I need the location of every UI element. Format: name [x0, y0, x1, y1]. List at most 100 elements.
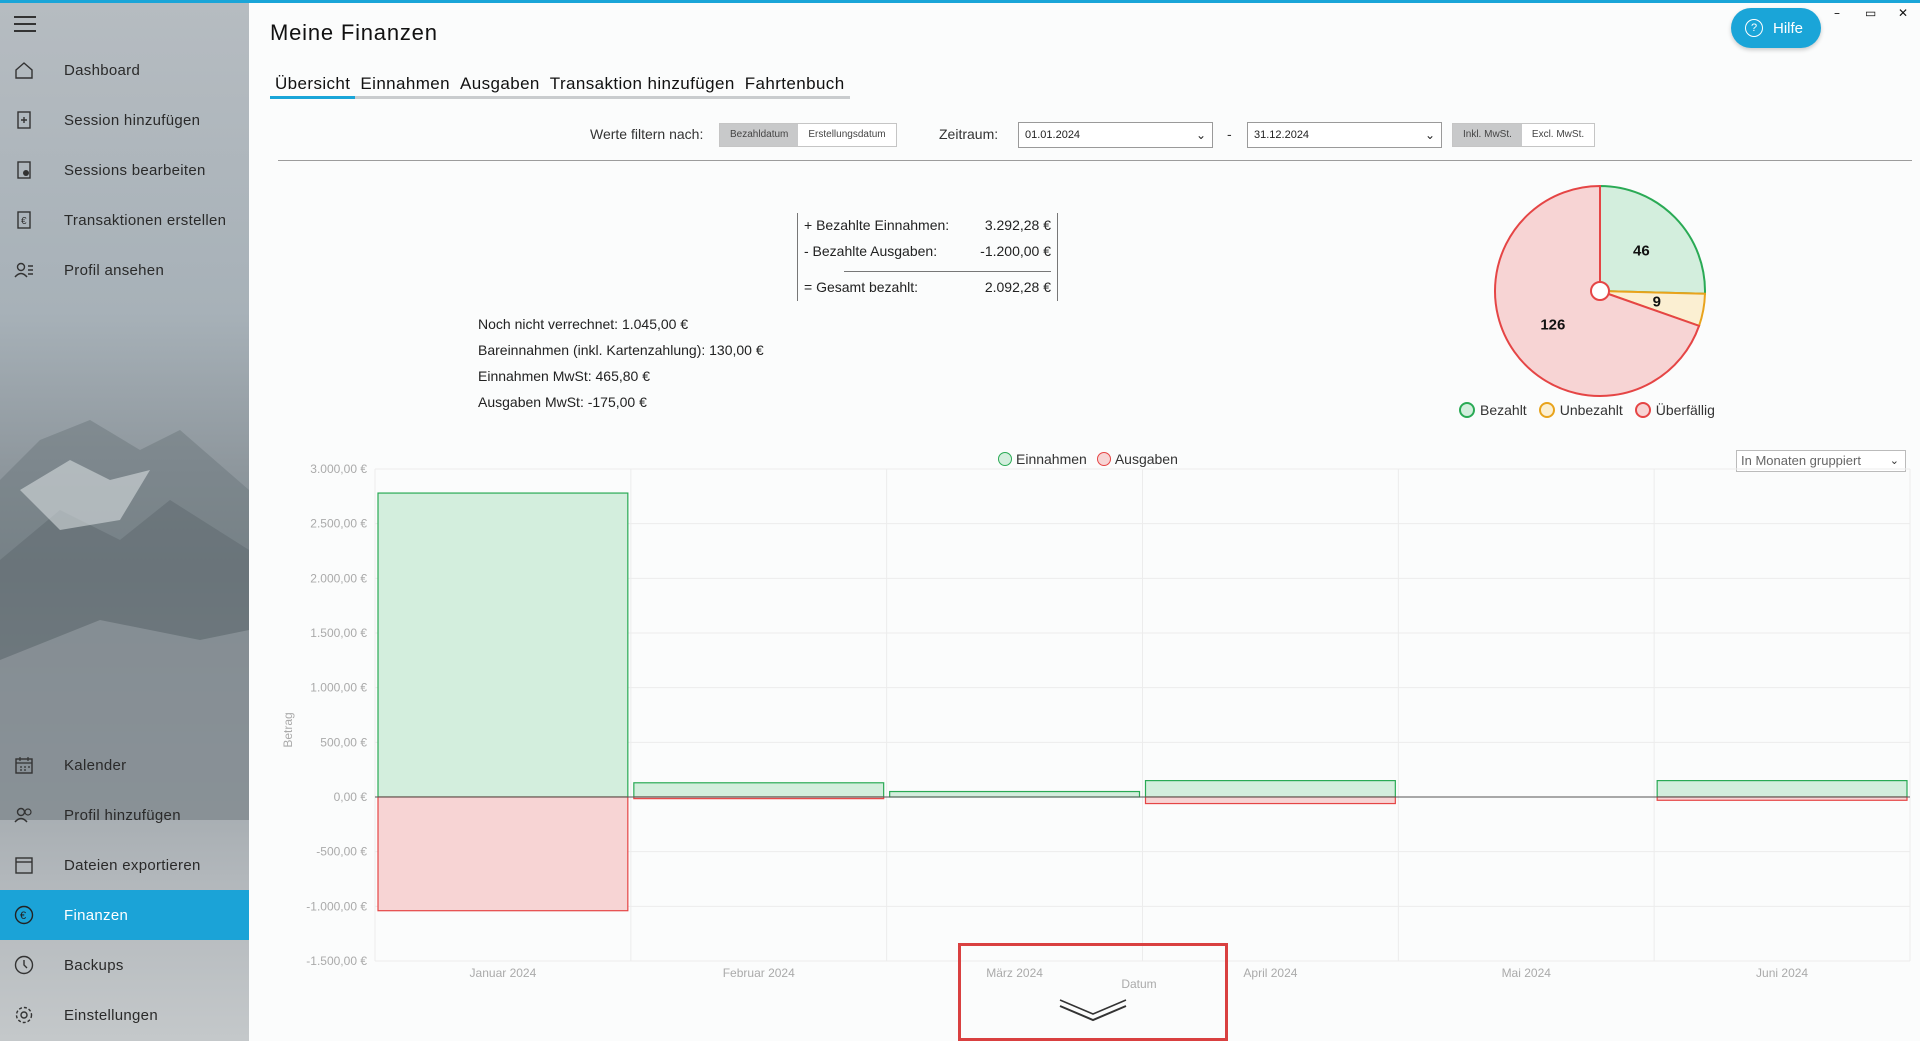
legend-item-overdue[interactable]: Überfällig	[1634, 402, 1715, 418]
y-tick-label: 2.000,00 €	[310, 571, 367, 585]
expense-bar	[377, 796, 629, 912]
svg-text:€: €	[20, 910, 26, 922]
sidebar-item-profil-ansehen[interactable]: Profil ansehen	[0, 245, 249, 295]
x-tick-label: Mai 2024	[1502, 966, 1552, 980]
pie-data-label: 9	[1653, 293, 1661, 310]
pie-data-label: 46	[1633, 243, 1650, 260]
tab-bar: Übersicht Einnahmen Ausgaben Transaktion…	[270, 74, 850, 99]
sidebar-item-label: Dateien exportieren	[64, 856, 201, 874]
date-from-value: 01.01.2024	[1025, 129, 1081, 141]
sidebar-item-dashboard[interactable]: Dashboard	[0, 45, 249, 95]
legend-dot-paid	[1459, 402, 1475, 418]
sidebar: Dashboard Session hinzufügen Sessions bear…	[0, 0, 249, 1041]
filter-option-erstellungsdatum[interactable]: Erstellungsdatum	[808, 129, 886, 140]
income-bar	[1144, 780, 1396, 798]
summary-total-label: = Gesamt bezahlt:	[804, 279, 919, 295]
tax-option-excl[interactable]: Excl. MwSt.	[1531, 129, 1585, 140]
date-from-select[interactable]: 01.01.2024 ⌄	[1018, 122, 1213, 148]
y-tick-label: -1.000,00 €	[306, 899, 367, 913]
date-to-select[interactable]: 31.12.2024 ⌄	[1247, 122, 1442, 148]
sidebar-item-sessions-bearbeiten[interactable]: Sessions bearbeiten	[0, 145, 249, 195]
user-add-icon	[13, 804, 35, 826]
summary-total-value: 2.092,28 €	[984, 279, 1051, 295]
legend-label-overdue: Überfällig	[1655, 402, 1715, 418]
sidebar-item-label: Session hinzufügen	[64, 111, 201, 129]
summary-divider	[844, 271, 1051, 272]
restore-button[interactable]: ▭	[1865, 6, 1877, 20]
gear-icon	[13, 1004, 35, 1026]
tab-fahrtenbuch[interactable]: Fahrtenbuch	[744, 74, 845, 93]
x-tick-label: März 2024	[986, 966, 1043, 980]
y-axis-title: Betrag	[281, 712, 295, 747]
x-tick-label: Juni 2024	[1756, 966, 1808, 980]
sidebar-item-session-hinzufügen[interactable]: Session hinzufügen	[0, 95, 249, 145]
legend-label-einnahmen: Einnahmen	[1016, 451, 1087, 467]
summary-income-row: + Bezahlte Einnahmen: 3.292,28 €	[804, 217, 1051, 233]
sidebar-item-label: Kalender	[64, 756, 127, 774]
legend-item-ausgaben[interactable]: Ausgaben	[1096, 451, 1178, 467]
expense-bar	[1144, 796, 1396, 805]
sidebar-item-label: Backups	[64, 956, 124, 974]
help-button[interactable]: ? Hilfe	[1731, 8, 1821, 48]
x-tick-label: Januar 2024	[470, 966, 537, 980]
calendar-icon	[13, 754, 35, 776]
help-icon: ?	[1745, 19, 1763, 37]
legend-dot-unpaid	[1538, 402, 1555, 418]
sidebar-item-einstellungen[interactable]: Einstellungen	[0, 990, 249, 1040]
legend-item-einnahmen[interactable]: Einnahmen	[998, 451, 1087, 467]
grouping-select[interactable]: In Monaten gruppiert ⌄	[1736, 450, 1906, 472]
home-icon	[13, 59, 35, 81]
chevron-down-icon: ⌄	[1889, 455, 1899, 467]
legend-dot-ausgaben	[1096, 452, 1111, 466]
tab-transaktion-hinzufuegen[interactable]: Transaktion hinzufügen	[549, 74, 735, 93]
sidebar-item-label: Einstellungen	[64, 1006, 158, 1024]
chevron-down-icon: ⌄	[1195, 128, 1206, 142]
y-tick-label: 2.500,00 €	[310, 517, 367, 531]
tax-option-inkl[interactable]: Inkl. MwSt.	[1453, 124, 1522, 146]
sidebar-item-profil-hinzufügen[interactable]: Profil hinzufügen	[0, 790, 249, 840]
sidebar-item-label: Sessions bearbeiten	[64, 161, 206, 179]
help-button-label: Hilfe	[1773, 19, 1804, 37]
bar-legend: Einnahmen Ausgaben	[998, 451, 1178, 467]
y-tick-label: -1.500,00 €	[306, 954, 367, 968]
minimize-button[interactable]: –	[1834, 6, 1840, 20]
y-tick-label: 3.000,00 €	[310, 462, 367, 476]
document-add-icon	[13, 109, 35, 131]
sidebar-background-image	[0, 420, 249, 820]
tab-ausgaben[interactable]: Ausgaben	[460, 74, 540, 93]
sidebar-item-finanzen[interactable]: € Finanzen	[0, 890, 249, 940]
tax-toggle: Inkl. MwSt. Excl. MwSt.	[1452, 123, 1596, 147]
legend-item-paid[interactable]: Bezahlt	[1459, 402, 1527, 418]
close-button[interactable]: ✕	[1898, 6, 1909, 20]
filter-row: Werte filtern nach: Bezahldatum Erstellu…	[0, 122, 1920, 148]
pie-slice-paid[interactable]	[1599, 184, 1706, 295]
sidebar-item-label: Profil hinzufügen	[64, 806, 181, 824]
chevron-down-icon: ⌄	[1424, 128, 1435, 142]
sidebar-item-label: Finanzen	[64, 906, 129, 924]
summary-income-value: 3.292,28 €	[984, 217, 1051, 233]
legend-label-paid: Bezahlt	[1480, 402, 1527, 418]
sidebar-item-transaktionen-erstellen[interactable]: € Transaktionen erstellen	[0, 195, 249, 245]
legend-item-unpaid[interactable]: Unbezahlt	[1538, 402, 1623, 418]
tab-uebersicht[interactable]: Übersicht	[270, 74, 356, 99]
sidebar-item-backups[interactable]: Backups	[0, 940, 249, 990]
filter-option-bezahldatum[interactable]: Bezahldatum	[720, 124, 799, 146]
x-axis-title: Datum	[1121, 977, 1156, 991]
legend-dot-overdue	[1634, 402, 1651, 418]
tab-einnahmen[interactable]: Einnahmen	[360, 74, 451, 93]
scroll-down-icon[interactable]	[1058, 998, 1128, 1026]
sidebar-item-kalender[interactable]: Kalender	[0, 740, 249, 790]
menu-toggle-button[interactable]	[14, 16, 36, 32]
summary-expense-label: - Bezahlte Ausgaben:	[804, 243, 938, 259]
income-bar	[889, 790, 1141, 798]
grouping-select-value: In Monaten gruppiert	[1741, 453, 1861, 468]
date-to-value: 31.12.2024	[1254, 129, 1310, 141]
euro-document-icon: €	[13, 209, 35, 231]
document-edit-icon	[13, 159, 35, 181]
y-tick-label: 1.000,00 €	[310, 681, 367, 695]
income-expense-bar-chart: 3.000,00 € 2.500,00 € 2.000,00 € 1.500,00 €…	[281, 462, 1911, 991]
range-label: Zeitraum:	[939, 126, 999, 142]
date-filter-toggle: Bezahldatum Erstellungsdatum	[719, 123, 897, 147]
sidebar-item-dateien-exportieren[interactable]: Dateien exportieren	[0, 840, 249, 890]
legend-label-unpaid: Unbezahlt	[1559, 402, 1623, 418]
